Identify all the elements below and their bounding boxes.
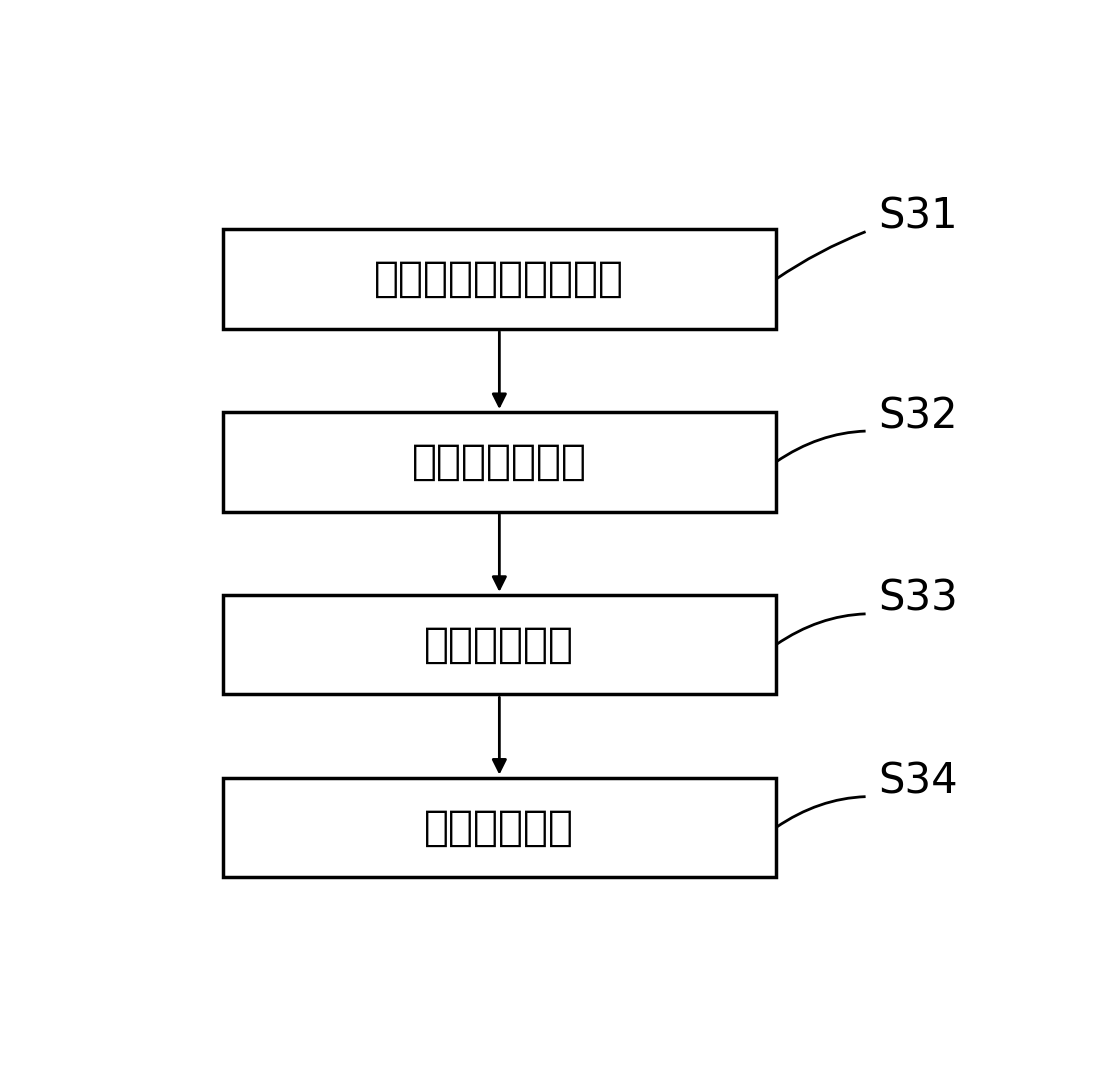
Text: 定子磁通计算: 定子磁通计算 — [424, 624, 575, 666]
Text: 电机转速计算: 电机转速计算 — [424, 806, 575, 848]
Bar — [222, 778, 776, 877]
Text: 电流、电压变换: 电流、电压变换 — [412, 441, 587, 482]
Text: S32: S32 — [878, 395, 958, 437]
Bar — [222, 595, 776, 695]
Text: 电流、电压及转速采样: 电流、电压及转速采样 — [375, 258, 624, 300]
Bar — [222, 229, 776, 329]
Text: S34: S34 — [878, 761, 958, 803]
Text: S33: S33 — [878, 578, 958, 620]
Text: S31: S31 — [878, 195, 958, 237]
Bar — [222, 412, 776, 511]
